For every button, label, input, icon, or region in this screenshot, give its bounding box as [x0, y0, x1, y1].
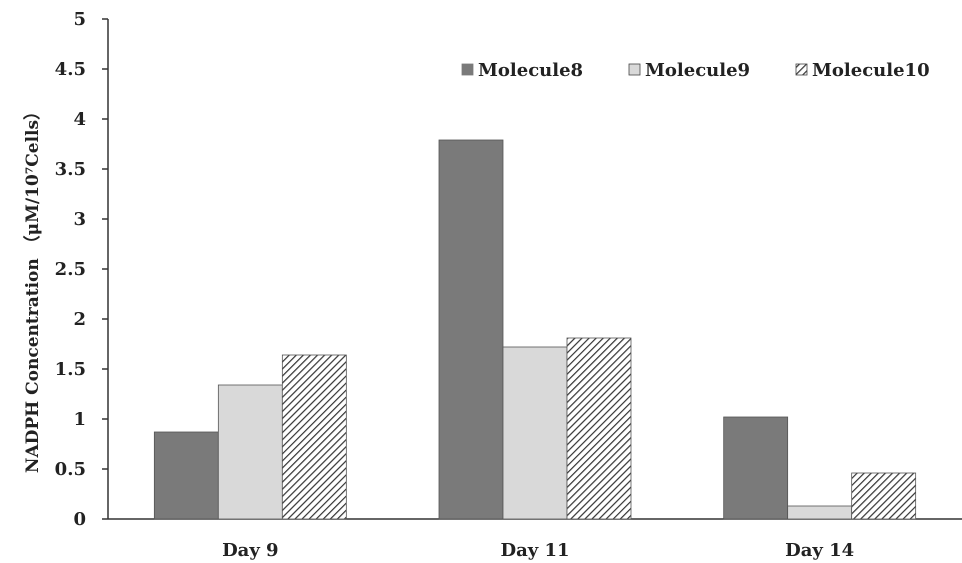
x-axis-categories: Day 9 Day 11 Day 14 — [222, 540, 854, 561]
legend: Molecule8 Molecule9 Molecule10 — [461, 60, 930, 81]
bar-molecule9-day-9 — [217, 384, 283, 520]
y-tick-label: 1 — [73, 409, 86, 430]
y-tick-label: 4 — [73, 109, 86, 130]
legend-swatch-molecule9 — [628, 63, 641, 76]
bar-molecule10-day-9 — [281, 354, 347, 520]
bar-molecule8-day-11 — [438, 139, 504, 520]
y-axis-label: NADPH Concentration （μM/10⁷Cells） — [22, 103, 43, 473]
bar-molecule8-day-9 — [153, 431, 219, 520]
bar-series-group — [153, 139, 917, 520]
y-tick-label: 4.5 — [55, 59, 86, 80]
x-category-label: Day 14 — [785, 540, 854, 561]
bar-molecule8-day-14 — [723, 416, 789, 520]
y-axis-ticks: 0 0.5 1 1.5 2 2.5 3 3.5 4 4.5 5 — [55, 9, 108, 530]
legend-swatch-molecule10 — [795, 63, 808, 76]
y-tick-label: 3 — [73, 209, 86, 230]
legend-label-molecule8: Molecule8 — [478, 60, 583, 81]
legend-swatch-molecule8 — [461, 63, 474, 76]
x-category-label: Day 11 — [500, 540, 569, 561]
bar-molecule9-day-11 — [502, 346, 568, 520]
y-tick-label: 5 — [73, 9, 86, 30]
x-category-label: Day 9 — [222, 540, 279, 561]
y-tick-label: 2.5 — [55, 259, 86, 280]
bar-molecule10-day-11 — [566, 337, 632, 520]
y-tick-label: 3.5 — [55, 159, 86, 180]
y-tick-label: 0.5 — [55, 459, 86, 480]
legend-label-molecule10: Molecule10 — [812, 60, 930, 81]
legend-label-molecule9: Molecule9 — [645, 60, 750, 81]
y-tick-label: 1.5 — [55, 359, 86, 380]
bar-molecule9-day-14 — [787, 505, 853, 520]
y-tick-label: 0 — [73, 509, 86, 530]
y-tick-label: 2 — [73, 309, 86, 330]
bar-molecule10-day-14 — [851, 472, 917, 520]
